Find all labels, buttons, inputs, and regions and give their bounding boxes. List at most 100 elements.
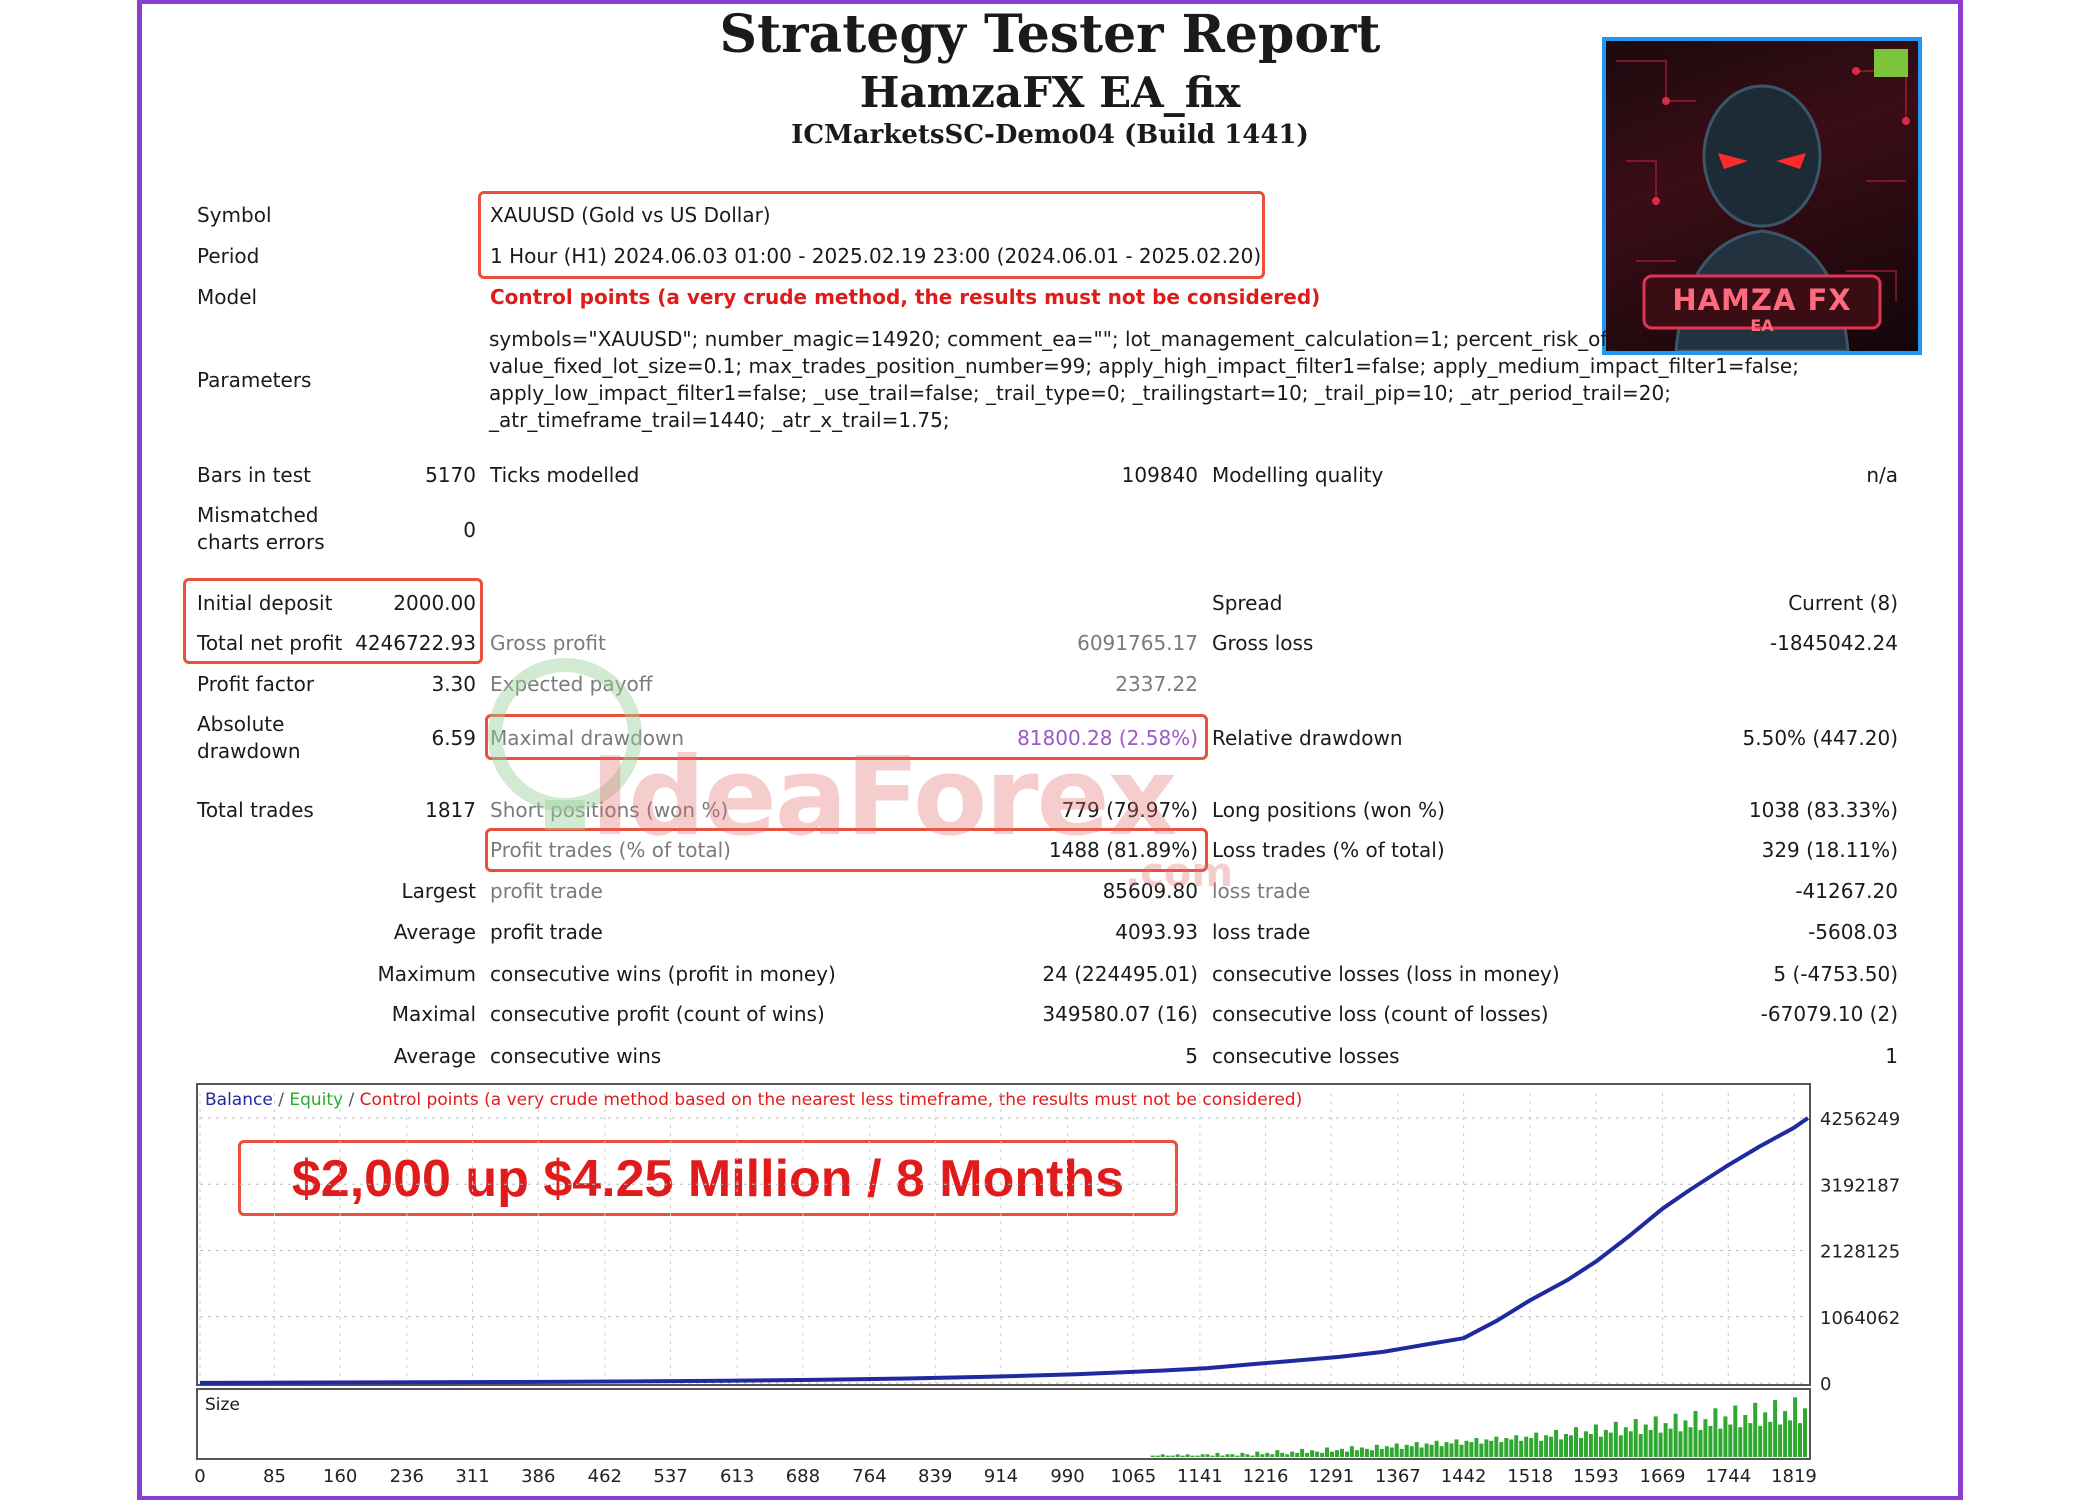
size-bar xyxy=(1708,1425,1713,1457)
logo-text: HAMZA FX xyxy=(1672,283,1852,317)
size-bar xyxy=(1688,1427,1693,1457)
gross-profit-label: Gross profit xyxy=(490,631,606,655)
size-bar xyxy=(1404,1444,1409,1457)
size-bar xyxy=(1195,1455,1200,1457)
profit-trades-value: 1488 (81.89%) xyxy=(1048,838,1198,862)
relative-drawdown-label: Relative drawdown xyxy=(1212,726,1403,750)
total-trades-value: 1817 xyxy=(425,798,476,822)
x-tick-label: 613 xyxy=(720,1466,754,1487)
size-bar xyxy=(1419,1447,1424,1457)
size-bar xyxy=(1230,1454,1235,1457)
model-label: Model xyxy=(197,285,258,309)
maximal-consecutive-profit-value: 349580.07 (16) xyxy=(1042,1002,1198,1026)
y-tick-label: 3192187 xyxy=(1820,1175,1900,1196)
size-bar xyxy=(1643,1424,1648,1457)
x-tick-label: 688 xyxy=(786,1466,820,1487)
size-bar xyxy=(1534,1432,1539,1457)
x-tick-label: 1518 xyxy=(1507,1466,1553,1487)
size-bar xyxy=(1653,1416,1658,1457)
size-bar xyxy=(1628,1431,1633,1457)
bars-label: Bars in test xyxy=(197,463,311,487)
relative-drawdown-value: 5.50% (447.20) xyxy=(1742,726,1898,750)
x-tick-label: 537 xyxy=(653,1466,687,1487)
maximal-consecutive-loss-label: consecutive loss (count of losses) xyxy=(1212,1002,1549,1026)
size-bar xyxy=(1354,1450,1359,1457)
report-title: Strategy Tester Report xyxy=(719,4,1381,65)
size-bar xyxy=(1345,1451,1349,1457)
size-bar xyxy=(1673,1413,1678,1457)
size-bar xyxy=(1225,1454,1230,1457)
net-profit-label: Total net profit xyxy=(197,631,343,655)
gross-profit-value: 6091765.17 xyxy=(1077,631,1198,655)
size-bar xyxy=(1300,1448,1305,1457)
size-bar xyxy=(1315,1451,1320,1457)
x-tick-label: 1819 xyxy=(1771,1466,1817,1487)
largest-loss-value: -41267.20 xyxy=(1795,879,1898,903)
long-positions-value: 1038 (83.33%) xyxy=(1748,798,1898,822)
legend-note: Control points (a very crude method base… xyxy=(359,1090,1303,1110)
size-bar xyxy=(1529,1438,1534,1457)
size-bar xyxy=(1335,1450,1339,1457)
report-frame xyxy=(137,0,1963,1500)
size-bar xyxy=(1803,1408,1807,1458)
period-value: 1 Hour (H1) 2024.06.03 01:00 - 2025.02.1… xyxy=(490,244,1262,268)
profit-banner: $2,000 up $4.25 Million / 8 Months xyxy=(238,1140,1178,1216)
largest-profit-label: profit trade xyxy=(490,879,603,903)
spread-value: Current (8) xyxy=(1788,591,1898,615)
size-bar xyxy=(1285,1454,1290,1457)
size-bar xyxy=(1579,1438,1583,1457)
size-bar xyxy=(1598,1436,1603,1457)
size-chart-frame xyxy=(196,1388,1811,1460)
size-bar xyxy=(1524,1436,1529,1457)
size-bar xyxy=(1658,1432,1663,1457)
size-bar xyxy=(1479,1443,1484,1457)
loss-trades-value: 329 (18.11%) xyxy=(1761,838,1898,862)
quality-label: Modelling quality xyxy=(1212,463,1384,487)
size-bar xyxy=(1374,1444,1379,1457)
largest-loss-label: loss trade xyxy=(1212,879,1311,903)
size-bar xyxy=(1723,1416,1728,1457)
x-tick-label: 1367 xyxy=(1375,1466,1421,1487)
max-consecutive-losses-label: consecutive losses (loss in money) xyxy=(1212,962,1560,986)
short-positions-value: 779 (79.97%) xyxy=(1061,798,1198,822)
size-bar xyxy=(1504,1438,1509,1457)
quality-value: n/a xyxy=(1866,463,1898,487)
size-bar xyxy=(1349,1446,1354,1457)
size-bar xyxy=(1499,1442,1504,1457)
parameters-line: value_fixed_lot_size=0.1; max_trades_pos… xyxy=(489,354,1799,378)
size-bar xyxy=(1469,1442,1474,1457)
size-bar xyxy=(1768,1421,1773,1457)
y-tick-label: 4256249 xyxy=(1820,1109,1900,1130)
maximal-label: Maximal xyxy=(391,1002,476,1026)
gross-loss-value: -1845042.24 xyxy=(1769,631,1898,655)
size-bar xyxy=(1240,1452,1245,1457)
bars-value: 5170 xyxy=(425,463,476,487)
size-bar xyxy=(1245,1454,1250,1457)
symbol-period-highlight xyxy=(478,191,1265,279)
size-bar xyxy=(1509,1439,1514,1457)
size-bar xyxy=(1439,1446,1444,1457)
max-consecutive-wins-label: consecutive wins (profit in money) xyxy=(490,962,836,986)
profit-factor-value: 3.30 xyxy=(431,672,476,696)
ea-name: HamzaFX EA_fix xyxy=(859,68,1241,117)
x-tick-label: 1442 xyxy=(1441,1466,1487,1487)
size-bar xyxy=(1514,1435,1519,1457)
size-bar xyxy=(1424,1443,1429,1457)
size-bar xyxy=(1150,1455,1155,1457)
size-bar xyxy=(1613,1421,1618,1457)
size-bar xyxy=(1359,1447,1364,1457)
hamza-fx-logo: HAMZA FX EA xyxy=(1602,37,1922,355)
size-bar xyxy=(1295,1452,1300,1457)
size-bar xyxy=(1489,1440,1494,1458)
legend-separator: / xyxy=(343,1090,360,1110)
size-bar xyxy=(1778,1424,1783,1457)
size-bar xyxy=(1414,1442,1419,1457)
size-bar xyxy=(1623,1427,1628,1457)
x-tick-label: 1744 xyxy=(1705,1466,1751,1487)
deposit-label: Initial deposit xyxy=(197,591,333,615)
average-loss-value: -5608.03 xyxy=(1808,920,1898,944)
absolute-drawdown-label-2: drawdown xyxy=(197,739,301,763)
ticks-value: 109840 xyxy=(1121,463,1198,487)
size-bar xyxy=(1593,1424,1598,1457)
size-bar xyxy=(1180,1455,1185,1457)
